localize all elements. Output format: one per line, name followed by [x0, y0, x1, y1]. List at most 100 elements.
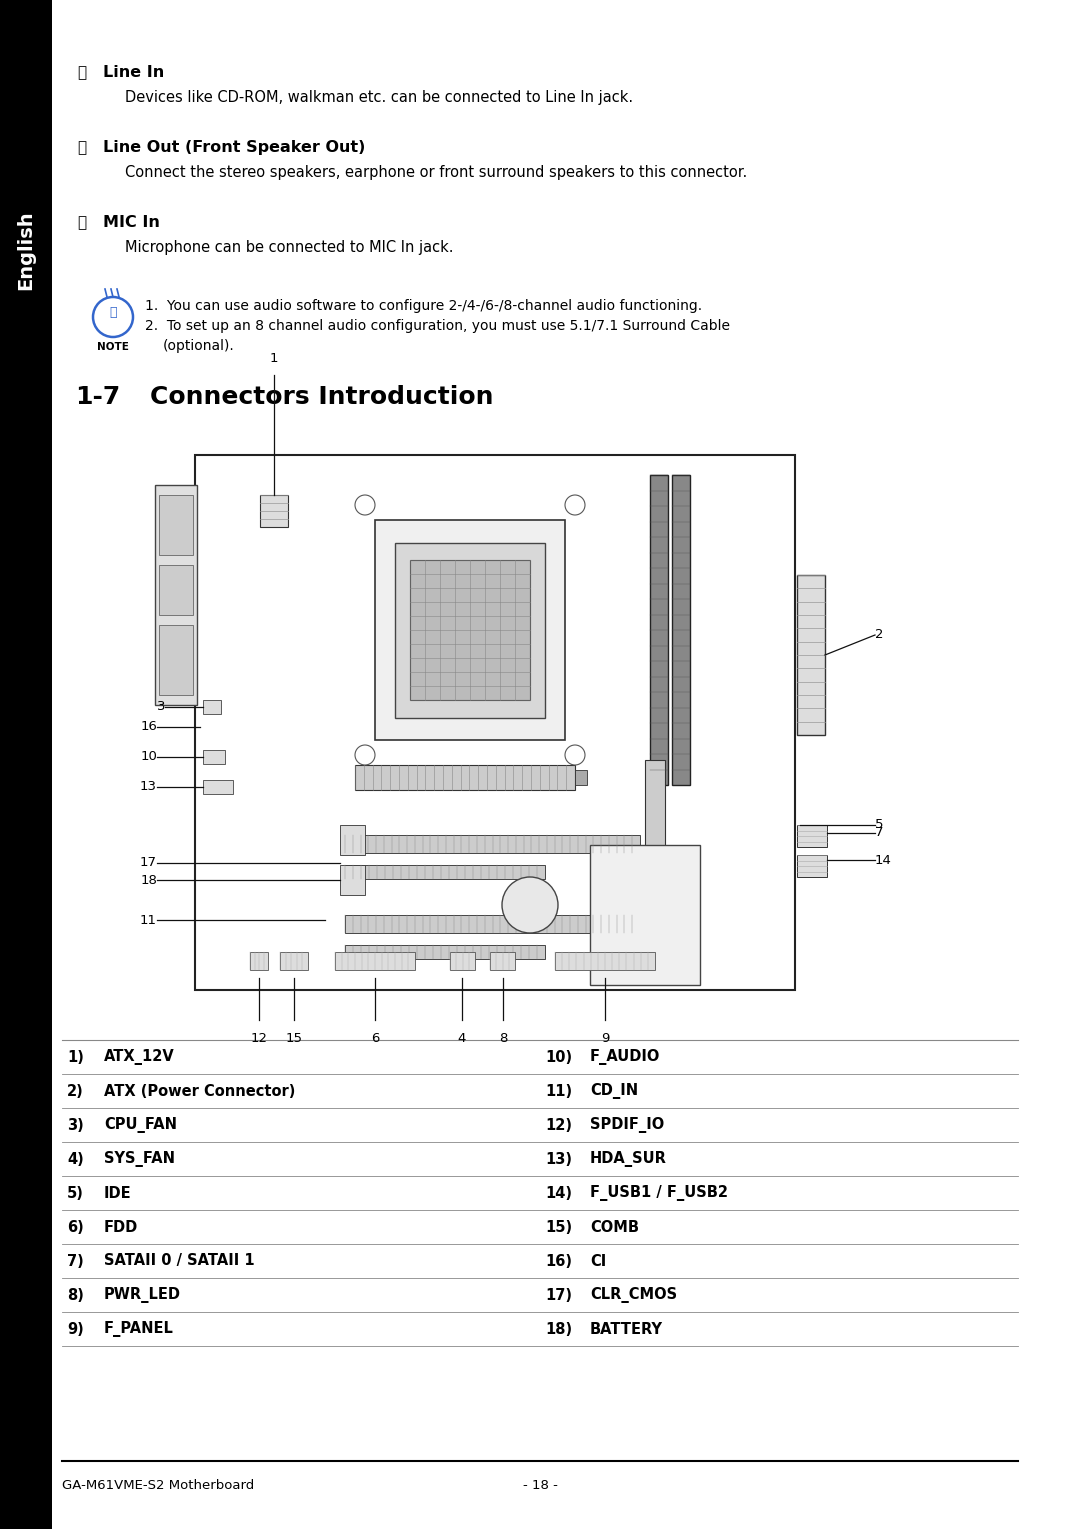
Bar — [203, 700, 221, 714]
Text: 8: 8 — [499, 1032, 508, 1044]
Text: Devices like CD-ROM, walkman etc. can be connected to Line In jack.: Devices like CD-ROM, walkman etc. can be… — [125, 90, 633, 106]
Text: 3: 3 — [157, 700, 165, 714]
Text: 9: 9 — [600, 1032, 609, 1044]
Text: CD_IN: CD_IN — [590, 1083, 638, 1099]
Text: FDD: FDD — [104, 1220, 138, 1234]
Text: 3): 3) — [67, 1118, 84, 1133]
Text: ⓨ: ⓨ — [77, 66, 86, 80]
Text: 18): 18) — [545, 1321, 572, 1336]
Bar — [555, 953, 654, 969]
Circle shape — [355, 495, 375, 515]
Text: 16: 16 — [140, 720, 157, 734]
Text: 10): 10) — [545, 1049, 572, 1064]
Text: 6: 6 — [370, 1032, 379, 1044]
Text: 13): 13) — [545, 1151, 572, 1167]
Text: 17): 17) — [545, 1287, 572, 1303]
Text: 18: 18 — [140, 873, 157, 887]
Bar — [280, 953, 308, 969]
Text: 7: 7 — [875, 827, 883, 839]
Text: English: English — [16, 209, 36, 291]
Text: 12): 12) — [545, 1118, 572, 1133]
Text: 4): 4) — [67, 1151, 84, 1167]
Bar — [645, 760, 665, 890]
Text: 14: 14 — [875, 853, 892, 867]
Text: CLR_CMOS: CLR_CMOS — [590, 1287, 677, 1303]
Bar — [340, 826, 365, 855]
Bar — [345, 945, 545, 959]
Bar — [159, 566, 193, 615]
Text: HDA_SUR: HDA_SUR — [590, 1151, 666, 1167]
Text: 12: 12 — [251, 1032, 268, 1044]
Text: CPU_FAN: CPU_FAN — [104, 1118, 177, 1133]
Bar — [203, 751, 225, 764]
Text: 15: 15 — [285, 1032, 302, 1044]
Text: 17: 17 — [140, 856, 157, 870]
Bar — [345, 835, 640, 853]
Text: - 18 -: - 18 - — [523, 1479, 557, 1492]
Bar — [249, 953, 268, 969]
Text: 4: 4 — [458, 1032, 467, 1044]
Circle shape — [565, 745, 585, 764]
Text: SYS_FAN: SYS_FAN — [104, 1151, 175, 1167]
Bar — [203, 780, 233, 794]
Circle shape — [565, 495, 585, 515]
Bar — [395, 543, 545, 717]
Text: 5): 5) — [67, 1185, 84, 1200]
Text: F_USB1 / F_USB2: F_USB1 / F_USB2 — [590, 1185, 728, 1200]
Bar — [345, 914, 640, 933]
Bar — [355, 764, 575, 790]
Bar — [797, 855, 827, 878]
Text: 5: 5 — [875, 818, 883, 832]
Text: Line Out (Front Speaker Out): Line Out (Front Speaker Out) — [103, 141, 365, 154]
Bar — [797, 826, 827, 847]
Text: ⓩ: ⓩ — [77, 141, 86, 154]
Text: 13: 13 — [140, 780, 157, 794]
Bar — [375, 520, 565, 740]
Text: PWR_LED: PWR_LED — [104, 1287, 181, 1303]
Text: 1.  You can use audio software to configure 2-/4-/6-/8-channel audio functioning: 1. You can use audio software to configu… — [145, 300, 702, 313]
Bar — [345, 865, 545, 879]
Bar — [650, 476, 669, 784]
Text: 6): 6) — [67, 1220, 84, 1234]
Text: F_AUDIO: F_AUDIO — [590, 1049, 660, 1066]
Bar — [672, 476, 690, 784]
Text: IDE: IDE — [104, 1185, 132, 1200]
Text: 8): 8) — [67, 1287, 84, 1303]
Text: 10: 10 — [140, 751, 157, 763]
Text: 15): 15) — [545, 1220, 572, 1234]
Text: Line In: Line In — [103, 66, 164, 80]
Text: 2): 2) — [67, 1084, 84, 1098]
Text: SPDIF_IO: SPDIF_IO — [590, 1118, 664, 1133]
Circle shape — [502, 878, 558, 933]
Text: CI: CI — [590, 1254, 606, 1269]
Text: 2: 2 — [875, 628, 883, 642]
Text: BATTERY: BATTERY — [590, 1321, 663, 1336]
Text: GA-M61VME-S2 Motherboard: GA-M61VME-S2 Motherboard — [62, 1479, 254, 1492]
Text: F_PANEL: F_PANEL — [104, 1321, 174, 1336]
Text: 14): 14) — [545, 1185, 572, 1200]
Bar — [590, 846, 700, 985]
Text: 11: 11 — [140, 913, 157, 927]
Circle shape — [355, 745, 375, 764]
Text: (optional).: (optional). — [163, 339, 234, 353]
Bar — [797, 575, 825, 735]
Text: ATX_12V: ATX_12V — [104, 1049, 175, 1066]
Bar — [156, 485, 197, 705]
Text: SATAII 0 / SATAII 1: SATAII 0 / SATAII 1 — [104, 1254, 255, 1269]
Text: Connectors Introduction: Connectors Introduction — [150, 385, 494, 408]
Text: 7): 7) — [67, 1254, 84, 1269]
Bar — [450, 953, 475, 969]
Bar — [159, 495, 193, 555]
Bar — [335, 953, 415, 969]
Text: 9): 9) — [67, 1321, 84, 1336]
Text: 2.  To set up an 8 channel audio configuration, you must use 5.1/7.1 Surround Ca: 2. To set up an 8 channel audio configur… — [145, 320, 730, 333]
Bar — [260, 495, 288, 528]
Text: COMB: COMB — [590, 1220, 639, 1234]
Bar — [0, 0, 52, 1529]
Bar — [490, 953, 515, 969]
Text: Connect the stereo speakers, earphone or front surround speakers to this connect: Connect the stereo speakers, earphone or… — [125, 165, 747, 180]
Text: ATX (Power Connector): ATX (Power Connector) — [104, 1084, 295, 1098]
Text: NOTE: NOTE — [97, 342, 129, 352]
Text: 1): 1) — [67, 1049, 84, 1064]
Text: 1: 1 — [270, 352, 279, 365]
